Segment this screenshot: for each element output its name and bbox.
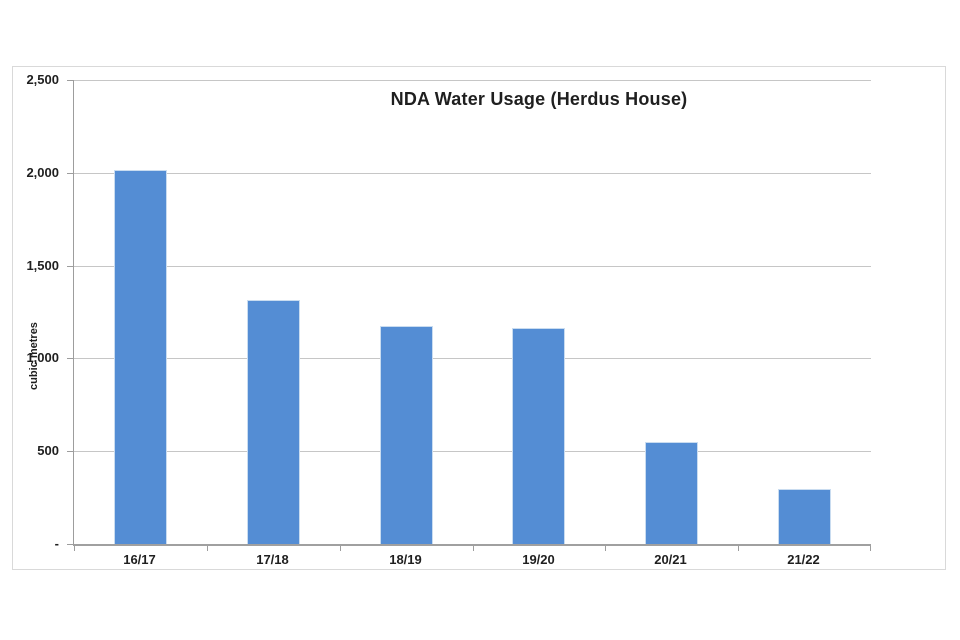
y-tick-label: 500: [37, 443, 59, 458]
y-axis-tick-mark: [67, 80, 74, 81]
y-axis-tick-mark: [67, 358, 74, 359]
chart-title: NDA Water Usage (Herdus House): [390, 89, 688, 109]
x-category-label: 17/18: [256, 552, 289, 567]
bar-19-20: [512, 328, 565, 544]
x-axis-tick-mark: [605, 546, 606, 551]
x-category-label: 20/21: [654, 552, 687, 567]
plot-area: [67, 80, 871, 551]
y-axis-tick-mark: [67, 173, 74, 174]
x-axis-tick-mark: [738, 546, 739, 551]
gridline: [74, 80, 871, 81]
x-axis-tick-mark: [870, 546, 871, 551]
gridline: [74, 173, 871, 174]
x-axis-tick-mark: [207, 546, 208, 551]
bar-17-18: [247, 300, 300, 544]
bar-21-22: [778, 489, 831, 544]
y-tick-label: 1,000: [26, 350, 59, 365]
x-category-label: 16/17: [123, 552, 156, 567]
bar-16-17: [114, 170, 167, 544]
x-axis-tick-mark: [473, 546, 474, 551]
y-axis-tick-mark: [67, 544, 74, 545]
y-tick-label: 1,500: [26, 258, 59, 273]
y-axis-tick-mark: [67, 451, 74, 452]
bar-20-21: [645, 442, 698, 544]
y-tick-label: 2,000: [26, 165, 59, 180]
y-tick-label: 2,500: [26, 72, 59, 87]
y-tick-label: -: [54, 536, 59, 551]
x-category-label: 19/20: [522, 552, 555, 567]
x-axis-tick-mark: [340, 546, 341, 551]
bar-18-19: [380, 326, 433, 544]
x-category-label: 18/19: [389, 552, 422, 567]
gridline: [74, 358, 871, 359]
gridline: [74, 266, 871, 267]
x-category-label: 21/22: [787, 552, 820, 567]
gridline: [74, 451, 871, 452]
chart-panel: NDA Water Usage (Herdus House) cubic met…: [12, 66, 946, 570]
y-axis-tick-mark: [67, 266, 74, 267]
x-axis-tick-mark: [74, 546, 75, 551]
